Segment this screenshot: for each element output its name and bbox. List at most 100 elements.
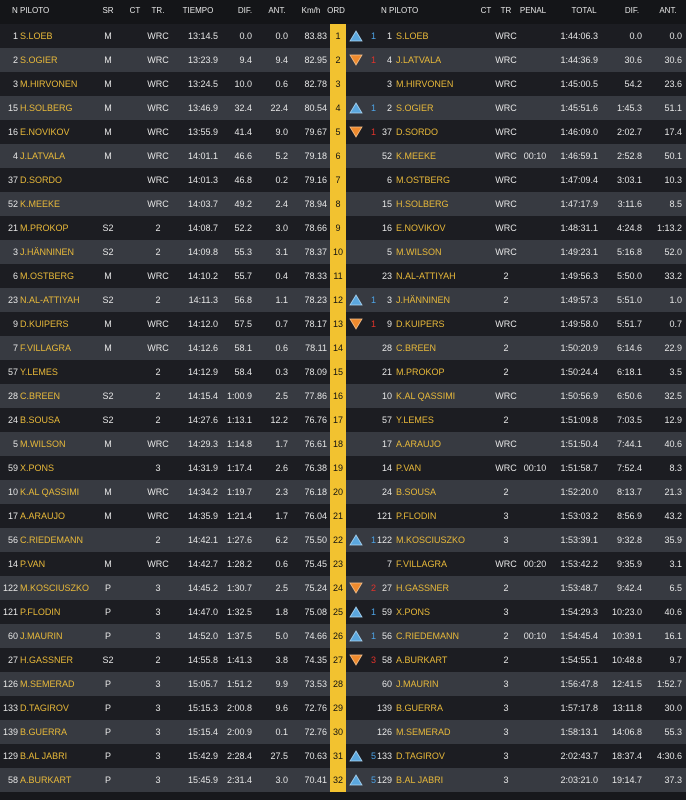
position: 19 — [332, 463, 343, 473]
gap: 2:28.4 — [226, 751, 252, 761]
car-number: 56 — [381, 631, 392, 641]
stage-time: 13:24.5 — [187, 79, 218, 89]
gap: 1:51.2 — [226, 679, 252, 689]
position: 1 — [335, 31, 341, 41]
position-cell: 3 — [330, 72, 346, 96]
position-change: 1 — [370, 319, 376, 329]
car-number: 28 — [7, 391, 18, 401]
total-time: 1:50:56.9 — [560, 391, 598, 401]
driver-name: H.GASSNER — [396, 583, 450, 593]
gap-previous: 2.5 — [275, 391, 288, 401]
gap: 14:06.8 — [611, 727, 642, 737]
driver-name: K.AL QASSIMI — [20, 487, 80, 497]
arrow-shape — [349, 30, 363, 42]
standings-row: 7 F.VILLAGRA M WRC 14:12.6 58.1 0.6 78.11 14 28 C.… — [0, 336, 686, 360]
driver-name: H.SOLBERG — [396, 199, 449, 209]
standings-row: 21 M.PROKOP S2 2 14:08.7 52.2 3.0 78.66 9 16 E.NOV… — [0, 216, 686, 240]
class: P — [104, 607, 111, 617]
category: WRC — [495, 559, 517, 569]
car-number: 139 — [376, 703, 392, 713]
stage-time: 13:14.5 — [187, 31, 218, 41]
standings-row: 9 D.KUIPERS M WRC 14:12.0 57.5 0.7 78.17 13 1 9 D.K… — [0, 312, 686, 336]
total-time: 1:53:42.2 — [560, 559, 598, 569]
category: 2 — [155, 247, 161, 257]
category: 3 — [155, 703, 161, 713]
driver-name: Y.LEMES — [396, 415, 434, 425]
gap: 41.4 — [234, 127, 252, 137]
gap: 8:13.7 — [616, 487, 642, 497]
gap-previous: 30.6 — [664, 55, 682, 65]
gap-previous: 43.2 — [664, 511, 682, 521]
position: 18 — [332, 439, 343, 449]
car-number: 126 — [376, 727, 392, 737]
car-number: 57 — [7, 367, 18, 377]
speed: 78.23 — [304, 295, 327, 305]
car-number: 3 — [386, 79, 392, 89]
stage-time: 14:11.3 — [188, 295, 218, 305]
speed: 76.04 — [304, 511, 327, 521]
gap: 58.1 — [234, 343, 252, 353]
gap-previous: 0.4 — [275, 271, 288, 281]
car-number: 133 — [376, 751, 392, 761]
standings-row: 121 P.FLODIN P 3 14:47.0 1:32.5 1.8 75.08 25 1 59 X… — [0, 600, 686, 624]
total-time: 1:53:48.7 — [560, 583, 598, 593]
driver-name: S.LOEB — [396, 31, 429, 41]
gap-previous: 2.3 — [275, 487, 288, 497]
column-header: DIF. — [624, 6, 640, 15]
car-number: 58 — [7, 775, 18, 785]
car-number: 58 — [381, 655, 392, 665]
car-number: 9 — [386, 319, 392, 329]
position-cell: 19 — [330, 456, 346, 480]
driver-name: N.AL-ATTIYAH — [396, 271, 456, 281]
position: 6 — [335, 151, 341, 161]
category: WRC — [495, 391, 517, 401]
gap-previous: 40.6 — [664, 439, 682, 449]
gap-previous: 9.6 — [275, 703, 288, 713]
driver-name: M.HIRVONEN — [20, 79, 78, 89]
position-change: 1 — [370, 535, 376, 545]
class: M — [104, 439, 112, 449]
car-number: 10 — [381, 391, 392, 401]
driver-name: D.TAGIROV — [396, 751, 445, 761]
class: M — [104, 55, 112, 65]
standings-row: 59 X.PONS 3 14:31.9 1:17.4 2.6 76.38 19 14 P.VAN W… — [0, 456, 686, 480]
category: 2 — [503, 343, 509, 353]
class: P — [104, 631, 111, 641]
driver-name: D.SORDO — [396, 127, 439, 137]
gap-previous: 40.6 — [664, 607, 682, 617]
driver-name: D.TAGIROV — [20, 703, 69, 713]
up-arrow — [349, 606, 363, 618]
standings-row: 57 Y.LEMES 2 14:12.9 58.4 0.3 78.09 15 21 M.PROKO… — [0, 360, 686, 384]
total-time: 1:51:09.8 — [560, 415, 598, 425]
driver-name: A.ARAUJO — [20, 511, 66, 521]
position: 13 — [332, 319, 343, 329]
column-header: TR. — [151, 6, 165, 15]
position: 7 — [335, 175, 341, 185]
gap: 1:00.9 — [226, 391, 252, 401]
driver-name: Y.LEMES — [20, 367, 58, 377]
class: M — [104, 319, 112, 329]
car-number: 15 — [381, 199, 392, 209]
category: WRC — [147, 487, 169, 497]
category: 3 — [503, 751, 509, 761]
arrow-shape — [349, 582, 363, 594]
position: 32 — [332, 775, 343, 785]
position: 23 — [332, 559, 343, 569]
gap-previous: 3.0 — [275, 775, 288, 785]
up-arrow — [349, 30, 363, 42]
gap: 18:37.4 — [611, 751, 642, 761]
category: WRC — [495, 463, 517, 473]
standings-row: 4 J.LATVALA M WRC 14:01.1 46.6 5.2 79.18 6 52 K.ME… — [0, 144, 686, 168]
car-number: 24 — [381, 487, 392, 497]
stage-time: 14:55.8 — [187, 655, 218, 665]
category: 3 — [503, 775, 509, 785]
stage-time: 14:42.1 — [187, 535, 218, 545]
position: 5 — [335, 127, 341, 137]
standings-row: 23 N.AL-ATTIYAH S2 2 14:11.3 56.8 1.1 78.23 12 1 3… — [0, 288, 686, 312]
car-number: 139 — [2, 727, 18, 737]
category: 3 — [155, 463, 161, 473]
column-header: DIF. — [237, 6, 253, 15]
up-arrow — [349, 750, 363, 762]
position: 16 — [332, 391, 343, 401]
driver-name: P.FLODIN — [396, 511, 437, 521]
